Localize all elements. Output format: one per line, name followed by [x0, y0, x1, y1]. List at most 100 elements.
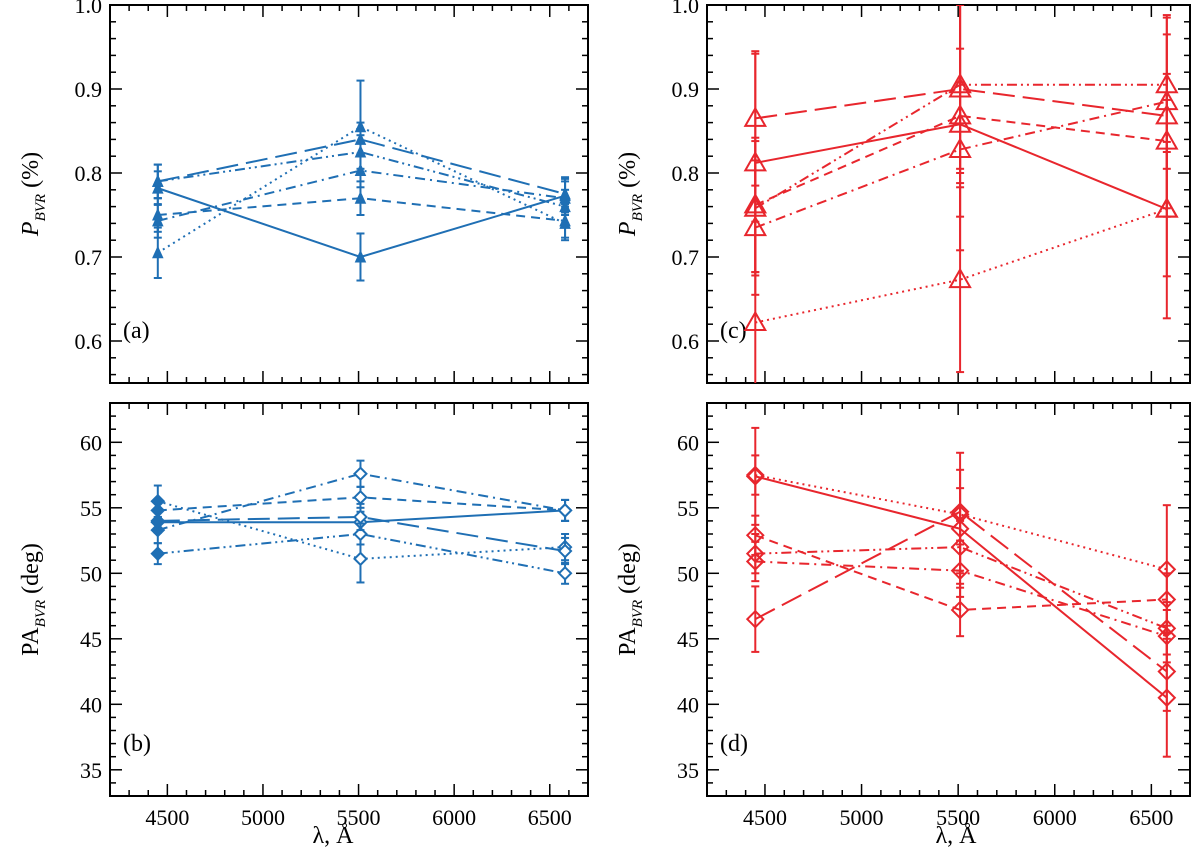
panel-a-data-point [354, 132, 367, 145]
panel-c-data-point [743, 196, 768, 217]
panel-c-series-long-dashed [743, 5, 1179, 218]
panel-b-x-tick-label: 5500 [337, 805, 381, 830]
panel-b-series-line-dash-dot [157, 472, 566, 532]
panel-d-data-point [950, 600, 970, 620]
panel-c-series-line-dashed [754, 114, 1167, 206]
panel-a-data-point [354, 190, 367, 204]
panel-b-x-tick-label: 6500 [528, 805, 572, 830]
panel-b-data-point [557, 503, 573, 518]
panel-c-data-point [948, 267, 972, 289]
panel-b-y-tick-label: 60 [80, 430, 102, 455]
panel-a-y-axis-title-unit: (%) [18, 152, 44, 194]
panel-d-panel-label: (d) [720, 731, 748, 757]
panel-b-panel-label: (b) [123, 731, 151, 757]
x-axis-title-left: λ, Å [313, 823, 355, 849]
panel-d-y-axis-title-main: PA [615, 627, 641, 656]
panel-a-y-axis-title-main: P [18, 221, 44, 237]
panel-d-y-axis-title-unit: (deg) [615, 543, 641, 600]
panel-d-data-point [745, 465, 765, 485]
panel-b-data-point [557, 565, 573, 581]
panel-c-y-tick-label: 0.6 [672, 329, 700, 354]
panel-d-data-point [950, 561, 970, 581]
panel-b-plot-area [150, 459, 573, 585]
panel-c-y-axis-title-sub: BVR [630, 194, 646, 222]
panel-d-x-tick-label: 6500 [1129, 805, 1173, 830]
panel-d-x-tick-label: 6000 [1033, 805, 1077, 830]
panel-b-data-point [353, 466, 368, 482]
panel-c-data-point [743, 106, 768, 127]
panel-a-y-tick-label: 0.7 [75, 245, 103, 270]
panel-c-y-axis-title-main: P [615, 221, 641, 237]
panel-c: 0.6 0.7 0.8 0.9 1.0 PBVR (%) (c) [615, 0, 1191, 384]
panel-a-plot-area [152, 79, 571, 282]
panel-d-frame [706, 402, 1191, 797]
panel-d-x-tick-label: 4500 [743, 805, 787, 830]
panel-b-data-point [353, 489, 368, 505]
panel-b-data-point [150, 493, 166, 509]
panel-a-series-line-dotted [157, 125, 566, 254]
panel-c-data-point [948, 76, 972, 98]
panel-a-data-point [559, 186, 571, 200]
panel-d-data-point [1157, 559, 1177, 579]
panel-b-y-tick-label: 50 [80, 561, 102, 586]
panel-d-plot-area [745, 426, 1177, 758]
panel-b-y-tick-label: 45 [80, 627, 102, 652]
panel-c-plot-area [743, 5, 1179, 383]
panel-a-y-tick-label: 1.0 [75, 0, 103, 18]
panel-a-data-point [152, 174, 164, 187]
panel-b-series-long-dashed [150, 502, 573, 566]
panel-c-y-axis-title-unit: (%) [615, 152, 641, 194]
panel-b-y-axis-title-sub: BVR [33, 600, 49, 628]
panel-d-series-long-dashed [745, 451, 1177, 712]
panel-d-data-point [950, 502, 970, 522]
panel-a-y-tick-label: 0.6 [75, 329, 103, 354]
panel-c-y-tick-label: 1.0 [672, 0, 700, 18]
panel-d-y-tick-label: 60 [677, 430, 699, 455]
panel-b-data-point [150, 546, 166, 562]
panel-a-y-tick-label: 0.9 [75, 77, 103, 102]
panel-a-y-tick-label: 0.8 [75, 161, 103, 186]
panel-a-frame [109, 4, 589, 384]
panel-d-y-tick-label: 45 [677, 627, 699, 652]
panel-b: 4500 5000 5500 6000 6500 35 40 45 50 55 60 PABVR (d… [18, 402, 589, 830]
panel-b-series-line-long-dashed [157, 515, 566, 553]
panel-b-series-dash-dot-dot [150, 522, 573, 585]
panel-d: 4500 5000 5500 6000 6500 35 40 45 50 55 60 PABVR (d… [615, 402, 1191, 830]
panel-d-x-tick-label: 5000 [840, 805, 884, 830]
panel-c-series-line-dotted [755, 208, 1168, 324]
panel-a-data-point [354, 249, 367, 263]
panel-b-y-tick-label: 35 [80, 758, 102, 783]
panel-b-x-tick-label: 5000 [241, 805, 285, 830]
panel-c-y-tick-label: 0.8 [672, 161, 700, 186]
panel-b-frame [109, 402, 589, 797]
panel-d-y-tick-label: 50 [677, 561, 699, 586]
panel-a-data-point [152, 213, 164, 227]
panel-b-y-tick-label: 55 [80, 496, 102, 521]
panel-b-x-tick-label: 4500 [145, 805, 189, 830]
panel-c-data-point [743, 310, 768, 332]
panel-d-data-point [745, 544, 765, 564]
panel-b-data-point [353, 509, 368, 525]
panel-a-series-line-dash-dot-dot [157, 151, 566, 208]
panel-a-series-long-dashed [152, 121, 571, 212]
panel-c-series-line-long-dashed [755, 88, 1167, 120]
panel-b-y-tick-label: 40 [80, 692, 102, 717]
panel-c-series-line-dash-dot [754, 100, 1168, 229]
panel-a-y-axis-title: PBVR (%) [18, 152, 49, 237]
panel-d-y-tick-label: 35 [677, 758, 699, 783]
panel-d-y-tick-label: 40 [677, 692, 699, 717]
panel-d-data-point [745, 609, 765, 629]
panel-b-y-axis-title-unit: (deg) [18, 543, 44, 600]
panel-c-frame [706, 4, 1191, 384]
panel-b-x-tick-label: 6000 [432, 805, 476, 830]
panel-a-data-point [152, 245, 164, 259]
panel-a: 0.6 0.7 0.8 0.9 1.0 PBVR (%) (a) [18, 0, 589, 384]
x-axis-title-right: λ, Å [936, 823, 978, 849]
panel-d-data-point [1157, 662, 1177, 681]
panel-a-y-axis-title-sub: BVR [33, 194, 49, 222]
panel-c-y-tick-label: 0.7 [672, 245, 700, 270]
panel-d-x-tick-label: 5500 [936, 805, 980, 830]
panel-a-data-point [354, 163, 367, 176]
panel-a-series-line-long-dashed [157, 138, 566, 195]
